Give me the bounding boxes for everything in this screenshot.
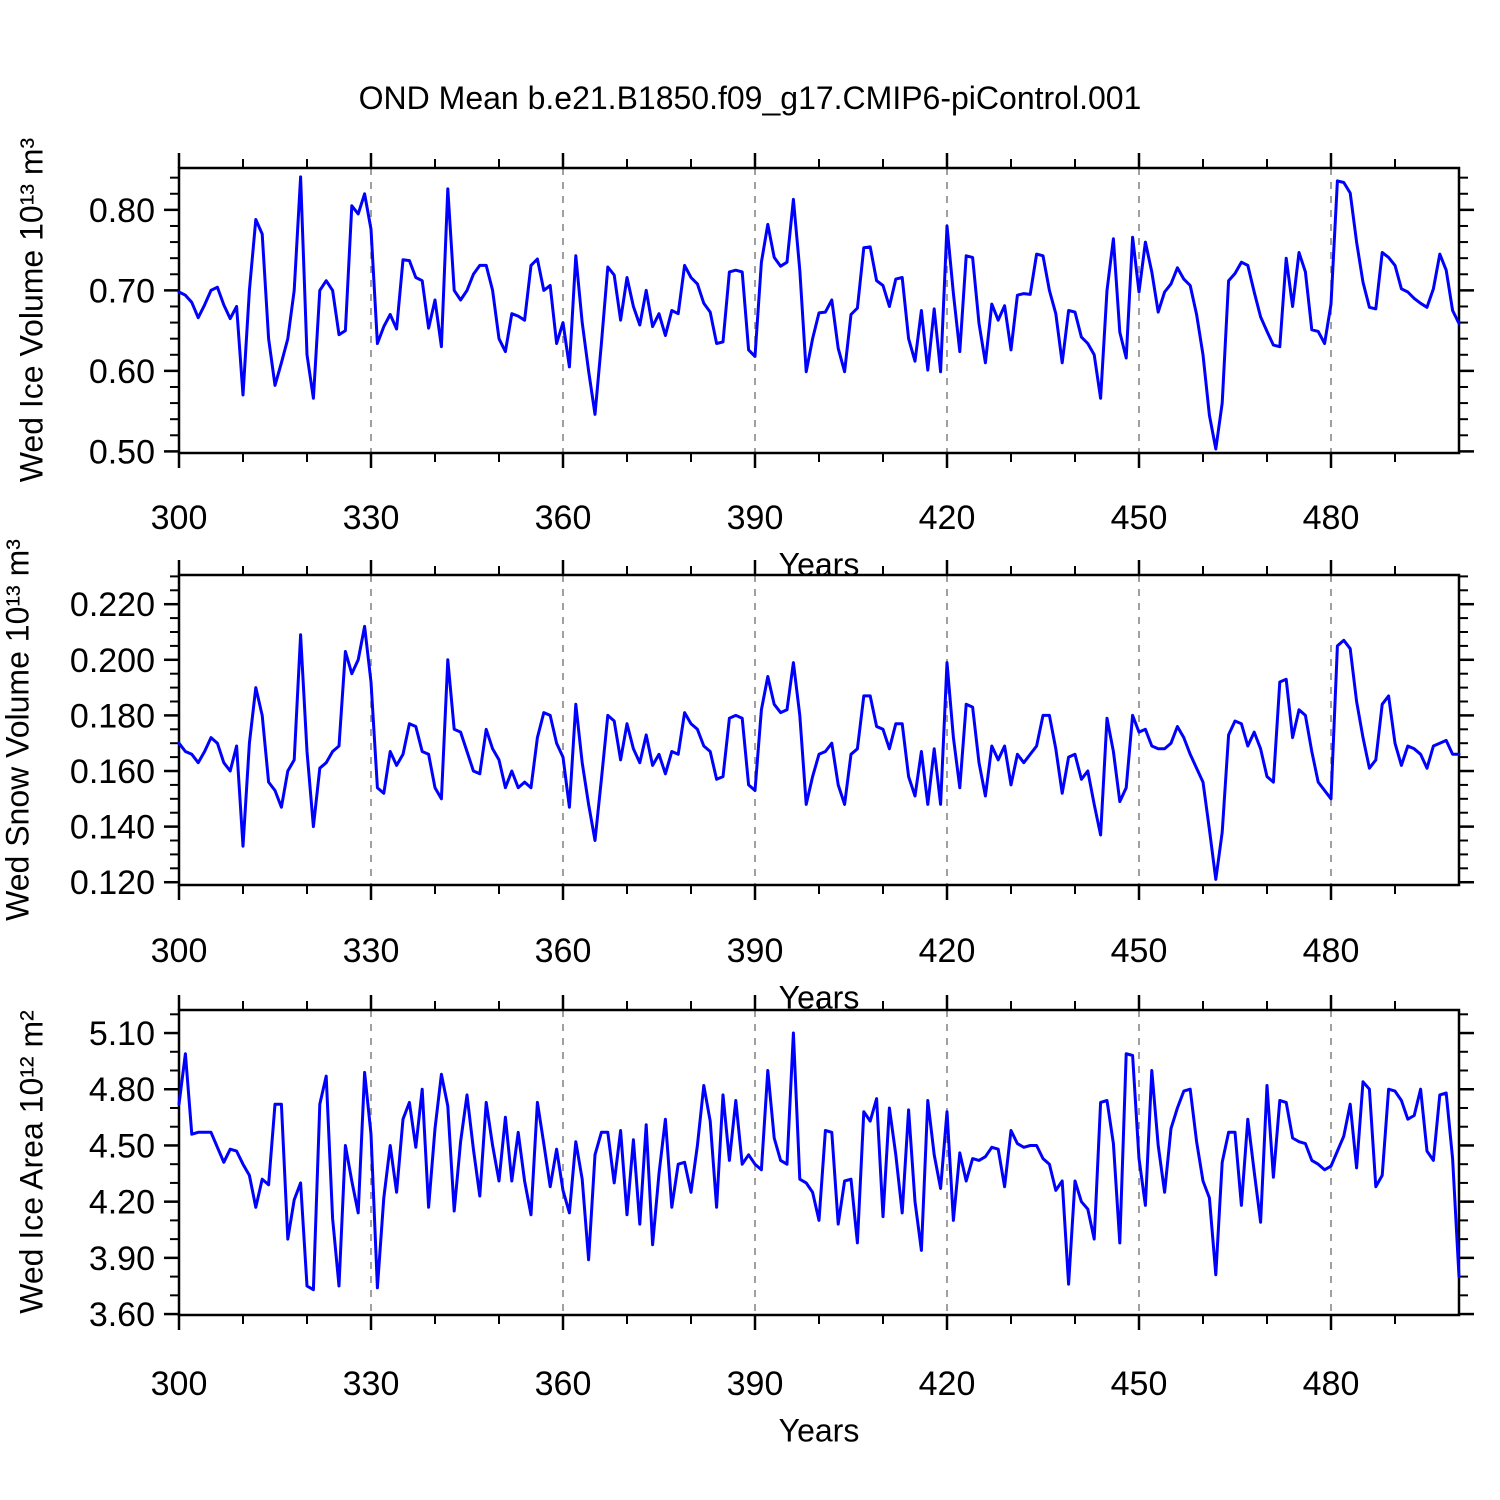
y-axis-label-ice-volume: Wed Ice Volume 10¹³ m³ — [13, 137, 50, 483]
y-tick-label: 0.140 — [70, 809, 155, 847]
x-tick-label: 360 — [535, 932, 592, 970]
x-tick-label: 330 — [343, 499, 400, 537]
y-axis-label-ice-area: Wed Ice Area 10¹² m² — [13, 1010, 50, 1314]
x-tick-label: 450 — [1111, 932, 1168, 970]
y-axis-label-snow-volume: Wed Snow Volume 10¹³ m³ — [0, 539, 36, 921]
y-tick-label: 3.60 — [89, 1296, 155, 1334]
y-tick-label: 0.60 — [89, 353, 155, 391]
x-tick-label: 480 — [1303, 1365, 1360, 1403]
chart-title: OND Mean b.e21.B1850.f09_g17.CMIP6-piCon… — [358, 80, 1142, 116]
x-tick-label: 300 — [151, 1365, 208, 1403]
x-axis-label-years-panel2: Years — [778, 979, 860, 1016]
y-tick-label: 3.90 — [89, 1240, 155, 1278]
y-tick-label: 0.160 — [70, 753, 155, 791]
y-tick-label: 0.220 — [70, 586, 155, 624]
y-tick-label: 4.20 — [89, 1184, 155, 1222]
y-tick-label: 0.80 — [89, 192, 155, 230]
y-tick-label: 5.10 — [89, 1015, 155, 1053]
x-tick-label: 420 — [919, 1365, 976, 1403]
x-tick-label: 450 — [1111, 1365, 1168, 1403]
x-tick-label: 300 — [151, 499, 208, 537]
x-tick-label: 450 — [1111, 499, 1168, 537]
x-tick-label: 480 — [1303, 932, 1360, 970]
x-axis-label-years-panel1: Years — [778, 546, 860, 583]
panel-1: 300 330 360 390 420 450 480 0.50 0.60 0.70 0.80 — [89, 153, 1474, 537]
data-line-wed-ice-area — [177, 1031, 1461, 1292]
x-tick-label: 390 — [727, 932, 784, 970]
y-tick-label: 0.200 — [70, 642, 155, 680]
y-tick-label: 4.50 — [89, 1127, 155, 1165]
x-tick-label: 360 — [535, 1365, 592, 1403]
data-line-wed-snow-volume — [177, 624, 1461, 881]
x-tick-label: 360 — [535, 499, 592, 537]
x-tick-label: 330 — [343, 932, 400, 970]
y-tick-label: 0.180 — [70, 697, 155, 735]
data-line-wed-ice-volume — [177, 175, 1461, 451]
y-tick-label: 0.70 — [89, 272, 155, 310]
x-tick-label: 420 — [919, 932, 976, 970]
y-tick-label: 0.120 — [70, 864, 155, 902]
x-tick-label: 480 — [1303, 499, 1360, 537]
x-tick-label: 300 — [151, 932, 208, 970]
y-tick-label: 0.50 — [89, 433, 155, 471]
y-tick-label: 4.80 — [89, 1071, 155, 1109]
panel-3: 300 330 360 390 420 450 480 3.60 3.90 4.20 4.50 4.8… — [89, 995, 1474, 1403]
panel-2: 300 330 360 390 420 450 480 0.120 0.140 0.160 0.18… — [70, 560, 1474, 970]
x-axis-label-years-panel3: Years — [778, 1412, 860, 1449]
x-tick-label: 390 — [727, 499, 784, 537]
x-tick-label: 420 — [919, 499, 976, 537]
x-tick-label: 330 — [343, 1365, 400, 1403]
x-tick-label: 390 — [727, 1365, 784, 1403]
